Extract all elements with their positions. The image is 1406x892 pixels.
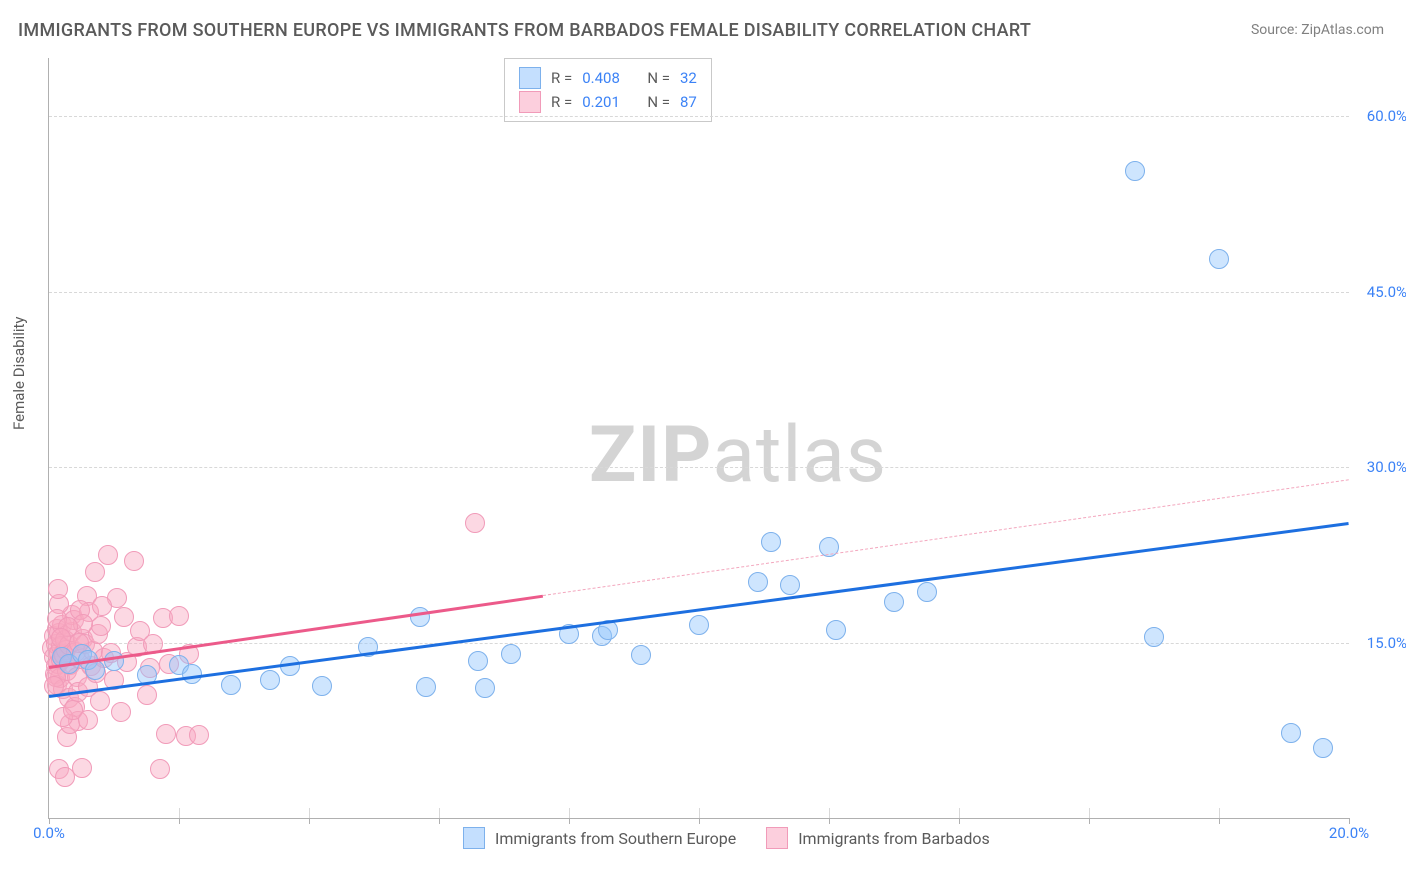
scatter-point-blue (761, 532, 781, 552)
y-tick-label: 30.0% (1357, 458, 1406, 476)
r-label: R = (551, 93, 572, 111)
scatter-point-pink (137, 685, 157, 705)
legend-label-blue: Immigrants from Southern Europe (495, 829, 736, 848)
scatter-point-blue (917, 582, 937, 602)
scatter-point-pink (150, 759, 170, 779)
gridline-h (49, 292, 1349, 293)
scatter-point-pink (98, 545, 118, 565)
r-value-pink: 0.201 (582, 93, 620, 111)
r-label: R = (551, 69, 572, 87)
scatter-point-blue (826, 620, 846, 640)
watermark-atlas: atlas (712, 410, 887, 501)
scatter-point-pink (114, 607, 134, 627)
scatter-point-blue (475, 678, 495, 698)
scatter-point-blue (689, 615, 709, 635)
chart-plot-area: ZIPatlas R = 0.408 N = 32 R = 0.201 N = … (48, 58, 1349, 819)
legend-row-blue: R = 0.408 N = 32 (519, 67, 697, 89)
x-tick-mark (699, 818, 700, 824)
legend-row-pink: R = 0.201 N = 87 (519, 91, 697, 113)
scatter-point-pink (169, 606, 189, 626)
scatter-point-pink (90, 691, 110, 711)
legend-item-pink: Immigrants from Barbados (766, 827, 990, 849)
swatch-pink-icon (519, 91, 541, 113)
scatter-point-pink (124, 551, 144, 571)
correlation-legend: R = 0.408 N = 32 R = 0.201 N = 87 (504, 58, 712, 122)
scatter-point-blue (748, 572, 768, 592)
n-value-blue: 32 (680, 69, 697, 87)
scatter-point-pink (85, 562, 105, 582)
scatter-point-blue (1313, 738, 1333, 758)
x-tick-label: 0.0% (33, 824, 65, 842)
scatter-point-blue (221, 675, 241, 695)
scatter-point-blue (410, 607, 430, 627)
n-label: N = (647, 93, 670, 111)
gridline-h (49, 467, 1349, 468)
x-tick-mark (569, 818, 570, 824)
x-tick-mark (179, 818, 180, 824)
y-tick-label: 60.0% (1357, 107, 1406, 125)
scatter-point-blue (1209, 249, 1229, 269)
scatter-point-pink (51, 628, 71, 648)
gridline-h (49, 116, 1349, 117)
series-legend: Immigrants from Southern Europe Immigran… (463, 827, 990, 849)
scatter-point-blue (416, 677, 436, 697)
scatter-point-blue (631, 645, 651, 665)
scatter-point-pink (91, 616, 111, 636)
y-tick-label: 45.0% (1357, 283, 1406, 301)
legend-item-blue: Immigrants from Southern Europe (463, 827, 736, 849)
scatter-point-blue (1281, 723, 1301, 743)
scatter-point-blue (104, 651, 124, 671)
scatter-point-pink (156, 724, 176, 744)
r-value-blue: 0.408 (582, 69, 620, 87)
swatch-blue-icon (519, 67, 541, 89)
watermark-zip: ZIP (589, 410, 712, 501)
n-value-pink: 87 (680, 93, 697, 111)
y-axis-label: Female Disability (10, 317, 28, 431)
x-tick-mark (439, 818, 440, 824)
y-tick-label: 15.0% (1357, 634, 1406, 652)
x-tick-mark (1089, 818, 1090, 824)
chart-title: IMMIGRANTS FROM SOUTHERN EUROPE VS IMMIG… (18, 20, 1031, 41)
scatter-point-pink (465, 513, 485, 533)
swatch-pink-icon (766, 827, 788, 849)
trendline-blue (49, 522, 1349, 698)
scatter-point-blue (1144, 627, 1164, 647)
scatter-point-blue (780, 575, 800, 595)
x-tick-mark (1219, 818, 1220, 824)
x-tick-mark (959, 818, 960, 824)
scatter-point-blue (1125, 161, 1145, 181)
scatter-point-blue (260, 670, 280, 690)
scatter-point-blue (884, 592, 904, 612)
x-tick-label: 20.0% (1329, 824, 1369, 842)
scatter-point-pink (78, 710, 98, 730)
n-label: N = (647, 69, 670, 87)
x-tick-mark (309, 818, 310, 824)
scatter-point-blue (468, 651, 488, 671)
scatter-point-blue (312, 676, 332, 696)
scatter-point-pink (72, 758, 92, 778)
scatter-point-pink (92, 596, 112, 616)
scatter-point-pink (111, 702, 131, 722)
scatter-point-pink (189, 725, 209, 745)
watermark: ZIPatlas (589, 410, 887, 501)
swatch-blue-icon (463, 827, 485, 849)
x-tick-mark (829, 818, 830, 824)
source-attribution: Source: ZipAtlas.com (1251, 22, 1384, 38)
scatter-point-blue (501, 644, 521, 664)
scatter-point-pink (48, 579, 68, 599)
legend-label-pink: Immigrants from Barbados (798, 829, 990, 848)
